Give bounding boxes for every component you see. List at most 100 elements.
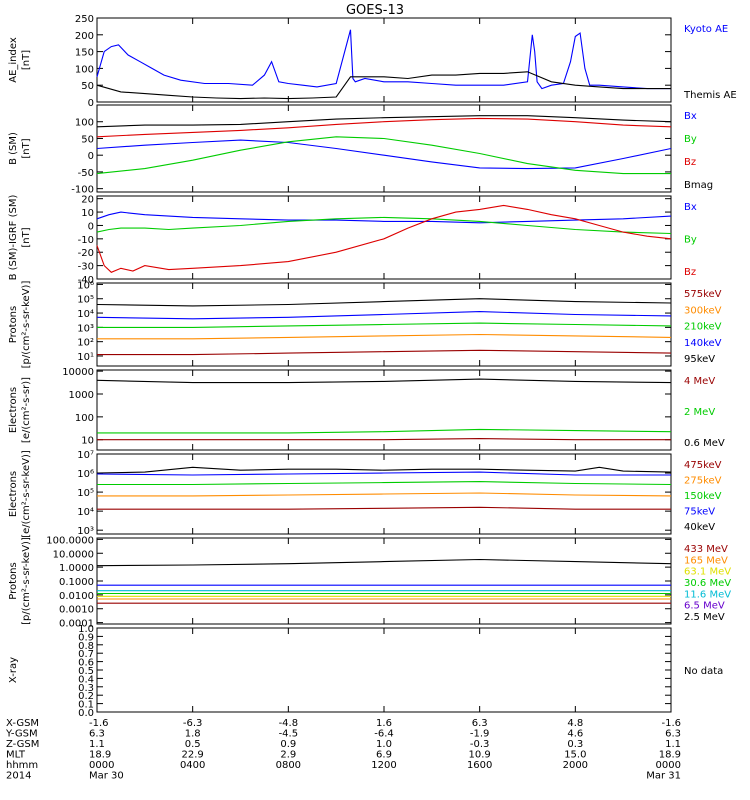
time-axis-value: 4.8 (567, 718, 583, 729)
time-axis-value: 2.9 (280, 750, 296, 761)
y-axis-label: [nT] (21, 227, 32, 247)
y-tick-label: 150 (75, 48, 94, 59)
y-axis-label: [p/(cm²-s-sr-keV)] (21, 537, 32, 625)
time-axis-value: 1.0 (376, 739, 392, 750)
legend-label: 150keV (684, 491, 722, 502)
y-tick-label: 250 (75, 14, 94, 25)
time-axis-value: 10.9 (469, 750, 491, 761)
time-axis-value: 1200 (371, 760, 396, 771)
legend-label: Bx (684, 111, 697, 122)
legend-label: Themis AE (683, 90, 737, 101)
series-line-300kev (96, 311, 672, 320)
legend-label: 210keV (684, 322, 722, 333)
panel-2: -100 -50 0 50 100 B (SM) [nT] Bx By Bz Bmag (8, 104, 713, 196)
time-axis-value: 1600 (467, 760, 492, 771)
legend-label: By (684, 134, 697, 145)
y-axis-label: X-ray (8, 657, 19, 683)
y-tick-label: 10.0000 (53, 549, 94, 560)
time-axis-value: -4.8 (279, 718, 299, 729)
series-line-by (96, 136, 671, 175)
y-tick-label: 0.2 (78, 691, 94, 702)
y-tick-label: 10⁵ (77, 488, 94, 499)
y-tick-label: 50 (81, 81, 94, 92)
time-axis-value: 4.6 (567, 729, 583, 740)
y-tick-label: 20 (81, 195, 94, 206)
series-line-150kev (97, 481, 672, 486)
legend-label: No data (684, 666, 723, 677)
series-line-bx (96, 139, 672, 170)
time-axis-row-label: Z-GSM (6, 739, 39, 750)
time-axis-value: 6.9 (376, 750, 392, 761)
time-axis-value: -6.4 (374, 729, 394, 740)
legend-label: 2 MeV (684, 407, 715, 418)
series-line-40kev (97, 506, 671, 510)
y-tick-label: 10000 (62, 367, 94, 378)
panel-5: 10 100 1000 10000 Electrons [e/(cm²-s-sr)] 4 M… (8, 367, 725, 451)
y-tick-label: 100.0000 (46, 535, 94, 546)
panel-1: 0 50 100 150 200 250 AE_index [nT] Kyoto AE Themi… (8, 14, 737, 109)
time-axis-value: 18.9 (659, 750, 681, 761)
time-axis-value: 1.8 (185, 729, 201, 740)
time-axis-row-label: X-GSM (6, 718, 39, 729)
y-axis-label: Protons (8, 562, 19, 599)
series-line-themis-ae (96, 71, 671, 100)
y-tick-label: -100 (71, 185, 94, 196)
y-axis-label: Protons (8, 306, 19, 343)
time-axis-value: -4.5 (279, 729, 299, 740)
series-line-bz (96, 204, 672, 273)
legend-label: 6.5 MeV (684, 601, 725, 612)
time-axis-value: Mar 31 (646, 771, 681, 782)
time-axis-value: 1.1 (89, 739, 105, 750)
time-axis-value: -6.3 (183, 718, 203, 729)
y-tick-label: 1000 (69, 390, 94, 401)
time-axis-value: 15.0 (564, 750, 586, 761)
legend-label: 30.6 MeV (684, 578, 731, 589)
y-tick-label: 0 (88, 221, 94, 232)
time-axis-value: 18.9 (89, 750, 111, 761)
time-axis-row-label: hhmm (6, 760, 38, 771)
legend-label: 11.6 MeV (684, 589, 731, 600)
series-line-95kev (97, 349, 672, 356)
y-tick-label: 0.9 (78, 632, 94, 643)
series-line-475kev (96, 466, 672, 474)
y-axis-label: B (SM)-IGRF (SM) (8, 195, 19, 281)
y-tick-label: 10³ (77, 323, 94, 334)
time-axis-value: 6.3 (89, 729, 105, 740)
time-axis-value: 0.5 (185, 739, 201, 750)
y-axis-label: [nT] (21, 138, 32, 158)
legend-label: Bx (684, 202, 697, 213)
y-tick-label: 0.0010 (59, 605, 94, 616)
y-axis-label: Electrons (8, 387, 19, 433)
y-tick-label: 1.0000 (59, 563, 94, 574)
y-tick-label: 10⁴ (77, 309, 94, 320)
y-tick-label: 0.3 (78, 683, 94, 694)
y-tick-label: 10⁶ (77, 280, 94, 291)
legend-label: 2.5 MeV (684, 612, 725, 623)
y-tick-label: 1.0 (78, 624, 94, 635)
y-tick-label: 0.1000 (59, 577, 94, 588)
legend-label: 300keV (684, 305, 722, 316)
time-axis-value: 0800 (276, 760, 301, 771)
y-axis-label: Electrons (8, 471, 19, 517)
time-axis-value: 0400 (180, 760, 205, 771)
y-axis-label: AE_index (8, 37, 19, 83)
legend-label: 40keV (684, 522, 715, 533)
y-tick-label: 0.8 (78, 641, 94, 652)
figure-title: GOES-13 (346, 3, 404, 18)
legend-label: 95keV (684, 354, 715, 365)
y-tick-label: 0.4 (78, 674, 94, 685)
y-axis-label: B (SM) (8, 132, 19, 165)
legend-label: 4 MeV (684, 376, 715, 387)
time-axis-value: 1.1 (665, 739, 681, 750)
time-axis-value: 2000 (563, 760, 588, 771)
legend-label: 475keV (684, 460, 722, 471)
y-tick-label: 50 (81, 134, 94, 145)
legend-label: 140keV (684, 338, 722, 349)
legend-label: Kyoto AE (684, 24, 728, 35)
time-axis-value: 0000 (656, 760, 681, 771)
legend-label: Bz (684, 267, 696, 278)
y-axis-label: [e/(cm²-s-sr-keV)] (21, 450, 32, 538)
time-axis-row-label: Y-GSM (5, 729, 38, 740)
